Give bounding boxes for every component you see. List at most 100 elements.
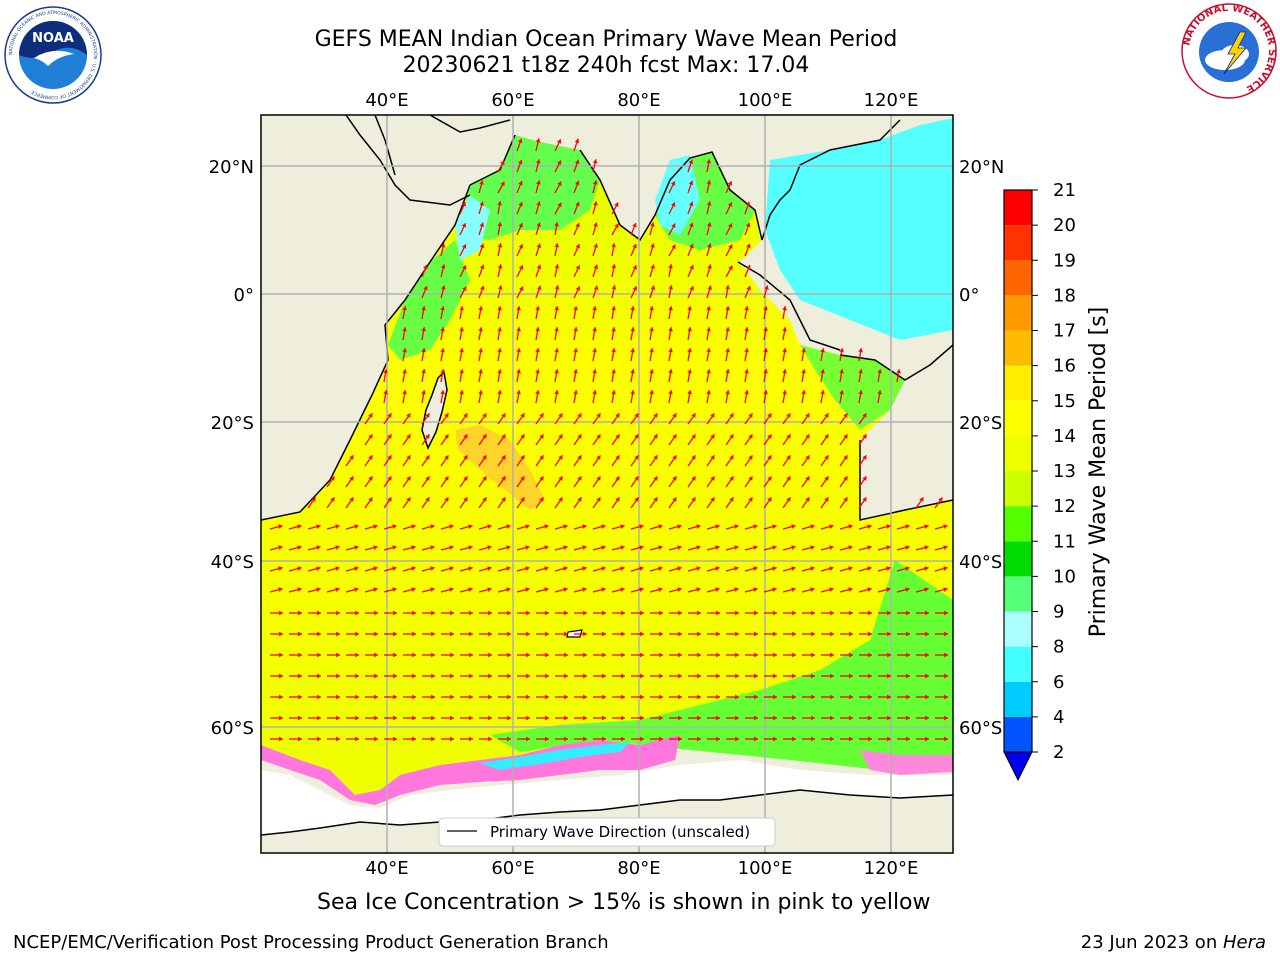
lat-tick-right-0: 0° [959,285,979,306]
wave-arrow-head [678,631,682,637]
wave-arrow-head [554,306,559,311]
wave-arrow-head [611,369,616,374]
wave-arrow-head [412,652,416,658]
wave-arrow-head [582,545,587,550]
wave-arrow-head [849,610,853,616]
wave-arrow-head [497,348,502,353]
footer-date-text: 23 Jun 2023 on [1080,932,1223,953]
wave-arrow-head [748,413,753,418]
wave-arrow-head [444,434,449,439]
wave-arrow-head [707,243,712,248]
wave-arrow-head [479,201,484,206]
wave-arrow-head [650,264,655,269]
wave-arrow-head [507,652,511,658]
wave-arrow-head [791,524,796,529]
wave-arrow-head [478,348,483,353]
wave-arrow-head [368,497,373,502]
wave-arrow-head [944,652,948,658]
wave-arrow-head [706,306,711,311]
wave-arrow-head [849,673,853,679]
wave-arrow-head [792,694,796,700]
wave-arrow-head [735,736,739,742]
wave-arrow-head [938,497,943,502]
wave-arrow-head [767,455,772,460]
wave-arrow-head [368,476,373,481]
wave-arrow-head [501,497,506,502]
wave-arrow-head [507,631,511,637]
wave-arrow-head [544,566,549,571]
wave-arrow-head [393,736,397,742]
wave-arrow-head [450,652,454,658]
wave-arrow-head [677,545,682,550]
wave-arrow-head [668,390,673,395]
wave-arrow-head [611,243,616,248]
wave-arrow-head [430,566,435,571]
wave-arrow-head [563,587,568,592]
wave-arrow-head [601,587,606,592]
lon-tick-top-40: 40°E [365,90,408,111]
wave-arrow-head [450,610,454,616]
wave-arrow-head [421,306,426,311]
wave-arrow-head [630,390,635,395]
wave-arrow-head [672,434,677,439]
wave-arrow-head [710,497,715,502]
wave-arrow-head [868,673,872,679]
wave-arrow-head [792,652,796,658]
wave-arrow-head [593,285,599,291]
wave-arrow-head [687,306,692,311]
wave-arrow-head [877,369,882,374]
wave-arrow-head [773,673,777,679]
wave-arrow-head [593,264,599,269]
wave-arrow-head [830,715,834,721]
wave-arrow-head [583,673,587,679]
wave-arrow-head [536,222,541,227]
wave-arrow-head [316,524,321,529]
wave-arrow-head [725,306,730,311]
wave-arrow-head [425,497,430,502]
wave-arrow-head [792,715,796,721]
wave-arrow-head [868,715,872,721]
wave-arrow-head [744,327,749,332]
wave-arrow-head [650,243,655,248]
wave-arrow-head [488,736,492,742]
wave-arrow-head [298,715,302,721]
green-zone-australia [800,345,905,430]
wave-arrow-head [468,587,473,592]
wave-arrow-head [621,694,625,700]
wave-arrow-head [575,223,580,228]
wave-arrow-head [744,348,749,353]
wave-arrow-head [535,327,540,332]
wave-arrow-head [659,610,663,616]
wave-arrow-head [593,243,598,248]
wave-arrow-head [716,694,720,700]
wave-arrow-head [482,497,487,502]
wave-arrow-head [672,476,677,481]
wave-arrow-head [402,306,407,311]
wave-arrow-head [602,610,606,616]
wave-arrow-head [668,348,673,353]
wave-arrow-head [868,610,872,616]
wave-arrow-head [539,455,544,460]
wave-arrow-head [316,566,321,571]
wave-arrow-head [786,413,791,418]
wave-arrow-head [862,413,867,418]
wave-arrow-head [611,327,616,332]
wave-arrow-head [801,390,806,395]
wave-arrow-head [336,610,340,616]
wave-arrow-head [611,390,616,395]
wave-arrow-head [520,476,525,481]
colorbar-tick-label: 8 [1053,637,1064,658]
wave-arrow-head [634,413,639,418]
wave-arrow-head [691,455,696,460]
wave-arrow-head [862,476,867,481]
wave-arrow-head [487,587,492,592]
wave-arrow-head [298,673,302,679]
wave-arrow-head [355,652,359,658]
wave-arrow-head [944,631,948,637]
colorbar-tick-label: 6 [1053,672,1064,693]
wave-arrow-head [583,694,587,700]
wave-arrow-head [706,369,711,374]
wave-arrow-head [526,736,530,742]
wave-arrow-head [411,566,416,571]
wave-arrow-head [754,694,758,700]
